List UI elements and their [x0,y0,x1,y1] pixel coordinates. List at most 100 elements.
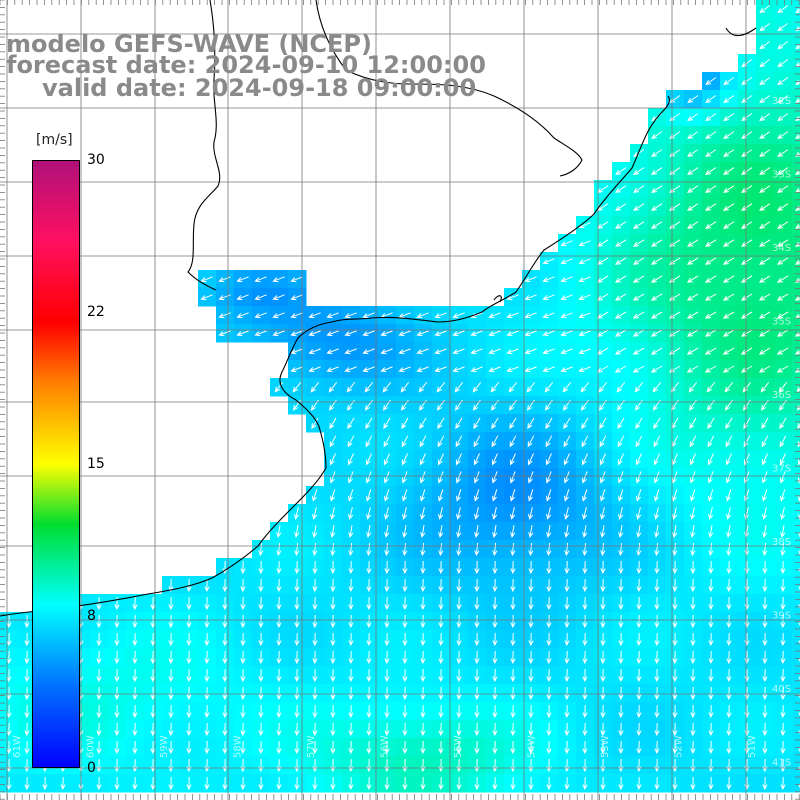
arrow-icon [509,417,517,430]
arrow-icon [204,776,210,791]
arrow-icon [329,417,337,430]
arrow-icon [437,453,444,466]
arrow-icon [474,704,480,719]
arrow-icon [438,560,444,575]
arrow-icon [454,381,464,393]
arrow-icon [654,668,660,683]
arrow-icon [686,311,699,319]
arrow-icon [348,596,354,611]
arrow-icon [546,740,552,755]
arrow-icon [564,507,570,520]
arrow-icon [761,471,768,484]
arrow-icon [690,578,696,593]
arrow-icon [508,381,518,393]
arrow-icon [347,435,355,448]
arrow-icon [328,381,338,393]
arrow-icon [777,239,789,247]
arrow-icon [546,560,552,575]
arrow-icon [780,489,786,502]
arrow-icon [474,632,480,647]
arrow-icon [654,776,660,791]
arrow-icon [312,650,318,665]
arrow-icon [254,294,267,301]
arrow-icon [654,704,660,719]
arrow-icon [582,507,588,520]
wind-cell [792,504,800,523]
arrow-icon [398,366,411,373]
arrow-icon [545,417,553,430]
arrow-icon [726,489,732,502]
arrow-icon [614,257,627,265]
arrow-icon [744,578,750,593]
arrow-icon [672,632,678,647]
arrow-icon [438,776,444,791]
arrow-icon [758,347,771,355]
arrow-icon [617,453,624,466]
arrow-icon [96,722,102,737]
arrow-icon [401,417,409,430]
arrow-icon [599,417,607,430]
wind-cell [792,414,800,433]
arrow-icon [456,596,462,611]
arrow-icon [420,668,426,683]
arrow-icon [762,542,768,557]
arrow-icon [726,704,732,719]
arrow-icon [492,578,498,593]
arrow-icon [564,686,570,701]
arrow-icon [344,312,357,319]
arrow-icon [168,632,174,647]
arrow-icon [258,704,264,719]
arrow-icon [687,239,699,247]
arrow-icon [456,704,462,719]
arrow-icon [258,542,264,557]
arrow-icon [456,686,462,701]
arrow-icon [384,578,390,593]
arrow-icon [294,668,300,683]
arrow-icon [420,614,426,629]
arrow-icon [236,294,249,301]
arrow-icon [760,381,770,393]
arrow-icon [762,489,768,502]
arrow-icon [704,347,717,355]
arrow-icon [312,668,318,683]
arrow-icon [614,275,627,283]
arrow-icon [506,312,519,319]
arrow-icon [794,367,800,373]
arrow-icon [132,596,138,611]
arrow-icon [276,632,282,647]
forecast-date: forecast date: 2024-09-10 12:00:00 [6,51,486,79]
arrow-icon [636,632,642,647]
arrow-icon [795,97,800,104]
arrow-icon [690,740,696,755]
arrow-icon [524,348,537,355]
arrow-icon [330,650,336,665]
arrow-icon [474,542,480,557]
arrow-icon [690,614,696,629]
arrow-icon [254,330,267,337]
arrow-icon [308,330,321,337]
arrow-icon [741,185,753,193]
arrow-icon [762,560,768,575]
arrow-icon [472,381,482,393]
arrow-icon [705,167,717,176]
arrow-icon [401,453,408,466]
arrow-icon [402,668,408,683]
arrow-icon [510,578,516,593]
arrow-icon [420,776,426,791]
arrow-icon [672,560,678,575]
arrow-icon [689,435,697,448]
arrow-icon [542,366,555,373]
arrow-icon [438,704,444,719]
arrow-icon [168,578,174,593]
arrow-icon [796,386,800,393]
arrow-icon [384,632,390,647]
arrow-icon [132,686,138,701]
arrow-icon [276,560,282,575]
arrow-icon [777,23,789,32]
arrow-icon [491,453,498,466]
wind-cell [792,126,800,145]
arrow-icon [528,560,534,575]
arrow-icon [741,95,753,104]
arrow-icon [707,435,715,448]
arrow-icon [365,417,373,430]
